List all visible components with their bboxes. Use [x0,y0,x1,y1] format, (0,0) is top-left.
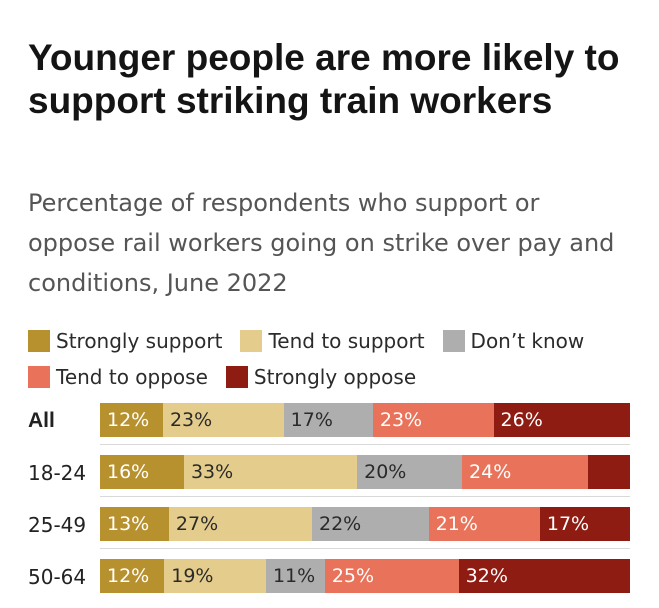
category-label: 18-24 [28,461,87,485]
legend-item: Strongly support [28,329,222,353]
legend-swatch [28,330,50,352]
data-label: 32% [465,565,508,587]
data-label: 33% [190,461,234,483]
data-label: 25% [331,565,375,587]
bar-row: 18-24 16% 33% 20% 24% [0,448,659,504]
bar-segment: 20% [357,455,463,489]
legend-swatch [28,366,50,388]
legend-label: Strongly oppose [253,365,417,389]
data-label: 24% [469,461,512,483]
bar-segment: 11% [265,559,325,593]
stacked-bar: 12% 19% 11% 25% 32% [100,559,630,593]
data-label: 16% [107,461,150,483]
legend-item: Don’t know [442,329,585,353]
legend-swatch [442,330,465,352]
bar-segment: 12% [100,559,165,593]
bar-row: All 12% 23% 17% 23% 26% [0,396,659,452]
bar-segment: 32% [458,559,630,593]
data-label: 17% [290,409,333,431]
chart-subtitle: Percentage of respondents who support or… [28,189,615,297]
legend-label: Don’t know [470,329,585,353]
bar-segment: 27% [168,507,312,541]
data-label: 22% [318,513,362,535]
legend-label: Tend to support [268,329,425,353]
data-label: 12% [107,565,150,587]
stacked-bar: 12% 23% 17% 23% 26% [100,403,630,437]
category-label: 25-49 [28,513,87,537]
bar-segment [587,455,630,489]
data-label: 27% [175,513,219,535]
row-divider [100,496,630,497]
bar-row: 25-49 13% 27% 22% 21% 17% [0,500,659,556]
category-label: 50-64 [28,565,87,589]
legend-item: Strongly oppose [225,365,417,389]
data-label: 13% [107,513,150,535]
bar-segment: 16% [100,455,184,489]
bar-segment: 13% [100,507,169,541]
bar-segment: 23% [162,403,284,437]
bar-segment: 25% [324,559,459,593]
bar-segment: 23% [372,403,494,437]
category-label: All [28,409,55,432]
data-label: 17% [546,513,590,535]
data-label: 12% [107,409,150,431]
bar-row: 50-64 12% 19% 11% 25% 32% [0,552,659,608]
legend-label: Tend to oppose [56,365,208,389]
bar-segment: 12% [100,403,163,437]
data-label: 23% [379,409,423,431]
row-divider [100,548,630,549]
data-label: 19% [171,565,214,587]
legend-swatch [225,366,248,388]
legend-label: Strongly support [56,329,223,353]
bar-segment: 17% [539,507,630,541]
bar-segment: 21% [428,507,540,541]
bar-segment: 33% [183,455,358,489]
chart-legend: Strongly support Tend to support Don’t kno… [28,329,648,389]
data-label: 21% [435,513,478,535]
data-label: 23% [169,409,213,431]
stacked-bar: 13% 27% 22% 21% 17% [100,507,630,541]
legend-item: Tend to oppose [28,365,208,389]
chart-title: Younger people are more likely to suppor… [28,37,620,121]
bar-segment: 22% [311,507,429,541]
legend-swatch [240,330,263,352]
data-label: 26% [500,409,543,431]
data-label: 20% [364,461,407,483]
stacked-bar: 16% 33% 20% 24% [100,455,630,489]
bar-segment: 17% [283,403,373,437]
legend-item: Tend to support [240,329,425,353]
bar-segment: 26% [493,403,630,437]
data-label: 11% [272,565,316,587]
row-divider [100,444,630,445]
bar-segment: 19% [164,559,266,593]
bar-segment: 24% [462,455,588,489]
